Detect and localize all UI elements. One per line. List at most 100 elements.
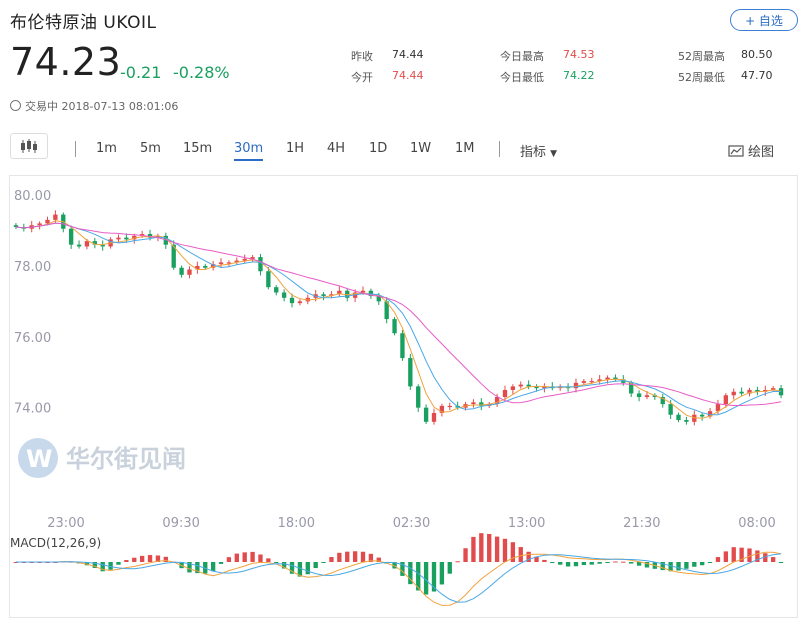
candle-body xyxy=(431,412,437,422)
macd-bar xyxy=(636,562,642,566)
candle-body xyxy=(258,257,263,272)
macd-bar xyxy=(360,551,366,562)
period-4h[interactable]: 4H xyxy=(327,141,346,156)
price-change-percent: -0.28% xyxy=(173,63,230,82)
candle-body xyxy=(360,290,366,293)
macd-bar xyxy=(376,557,381,562)
macd-bar xyxy=(534,556,539,562)
macd-bar xyxy=(739,547,744,562)
add-watchlist-button[interactable]: + 自选 xyxy=(730,9,798,31)
y-axis-tick: 80.00 xyxy=(14,189,51,204)
candlestick-chart[interactable]: W 华尔街见闻 80.00 78.00 76.00 74.00 23:00 09:30 18:0… xyxy=(10,176,797,617)
period-5m[interactable]: 5m xyxy=(140,141,161,156)
candle-body xyxy=(297,301,303,304)
candle-body xyxy=(731,391,736,396)
candle-body xyxy=(116,237,121,240)
x-axis-tick: 08:00 xyxy=(738,516,775,531)
trading-status: 交易中 2018-07-13 08:01:06 xyxy=(10,98,178,114)
candle-body xyxy=(581,381,587,383)
toolbar-divider xyxy=(499,141,500,157)
candle-body xyxy=(195,265,200,270)
macd-bar xyxy=(392,562,397,569)
macd-bar xyxy=(250,551,255,562)
macd-bar xyxy=(550,562,555,563)
macd-bar xyxy=(155,555,161,562)
candle-body xyxy=(384,301,389,320)
macd-bar xyxy=(352,551,358,562)
macd-bar xyxy=(778,562,784,563)
candle-body xyxy=(747,389,752,394)
candle-body xyxy=(210,264,216,268)
macd-bar xyxy=(723,551,729,562)
y-axis-tick: 76.00 xyxy=(14,331,51,346)
chart-type-button[interactable] xyxy=(10,133,48,159)
macd-bar xyxy=(147,555,153,562)
period-1mo[interactable]: 1M xyxy=(455,141,475,156)
stat-label: 52周最高 xyxy=(678,50,725,63)
macd-bar xyxy=(629,562,634,564)
x-axis-tick: 09:30 xyxy=(162,516,199,531)
macd-bar xyxy=(337,552,342,562)
macd-bar xyxy=(613,561,618,563)
macd-bar xyxy=(321,562,326,563)
macd-bar xyxy=(203,562,208,574)
macd-bar xyxy=(132,557,137,562)
candle-body xyxy=(376,296,381,302)
macd-bar xyxy=(195,562,200,574)
candle-body xyxy=(392,319,397,334)
candle-body xyxy=(84,241,90,247)
macd-bar xyxy=(281,562,287,569)
y-axis-tick: 74.00 xyxy=(14,402,51,417)
candle-body xyxy=(707,411,713,417)
candle-body xyxy=(218,262,224,265)
macd-bar xyxy=(416,562,421,591)
instrument-title: 布伦特原油 UKOIL xyxy=(10,13,157,33)
macd-bar xyxy=(266,558,271,562)
current-price: 74.23 xyxy=(10,40,122,84)
candle-body xyxy=(187,269,192,275)
candle-body xyxy=(147,234,153,238)
candle-body xyxy=(613,377,618,380)
macd-bar xyxy=(345,551,350,562)
macd-bar xyxy=(139,555,145,562)
macd-bar xyxy=(621,561,626,563)
indicator-menu[interactable]: 指标 ▼ xyxy=(520,141,557,160)
macd-dif-line xyxy=(15,551,782,606)
x-axis-tick: 18:00 xyxy=(278,516,315,531)
stat-value: 74.22 xyxy=(563,69,595,82)
period-1m[interactable]: 1m xyxy=(96,141,117,156)
candle-body xyxy=(368,290,374,297)
stat-value: 47.70 xyxy=(741,69,773,82)
candle-body xyxy=(226,262,232,264)
macd-bar xyxy=(542,559,547,562)
candle-body xyxy=(250,257,255,259)
macd-bar xyxy=(755,550,760,562)
stat-value: 74.53 xyxy=(563,48,595,61)
candle-body xyxy=(739,391,744,394)
draw-icon xyxy=(728,145,744,157)
macd-bar xyxy=(108,562,113,570)
period-1d[interactable]: 1D xyxy=(369,141,388,156)
macd-bar xyxy=(644,562,650,568)
candle-body xyxy=(471,402,476,405)
draw-label: 绘图 xyxy=(748,145,775,160)
macd-bar xyxy=(747,548,752,562)
draw-button[interactable]: 绘图 xyxy=(728,141,774,160)
period-15m[interactable]: 15m xyxy=(183,141,213,156)
candle-body xyxy=(502,389,508,398)
macd-bar xyxy=(668,562,673,572)
period-1h[interactable]: 1H xyxy=(286,141,305,156)
period-1w[interactable]: 1W xyxy=(410,141,432,156)
macd-bar xyxy=(274,562,279,563)
candle-body xyxy=(400,333,405,359)
period-30m[interactable]: 30m xyxy=(234,141,264,161)
chart-area[interactable]: W 华尔街见闻 80.00 78.00 76.00 74.00 23:00 09:30 18:0… xyxy=(9,175,798,618)
candle-body xyxy=(668,404,673,415)
candle-body xyxy=(234,260,239,263)
macd-bar xyxy=(431,562,437,592)
macd-bar xyxy=(289,562,295,574)
macd-label: MACD(12,26,9) xyxy=(10,536,101,550)
candle-body xyxy=(321,294,326,297)
candle-body xyxy=(573,382,579,389)
candle-body xyxy=(100,244,105,247)
